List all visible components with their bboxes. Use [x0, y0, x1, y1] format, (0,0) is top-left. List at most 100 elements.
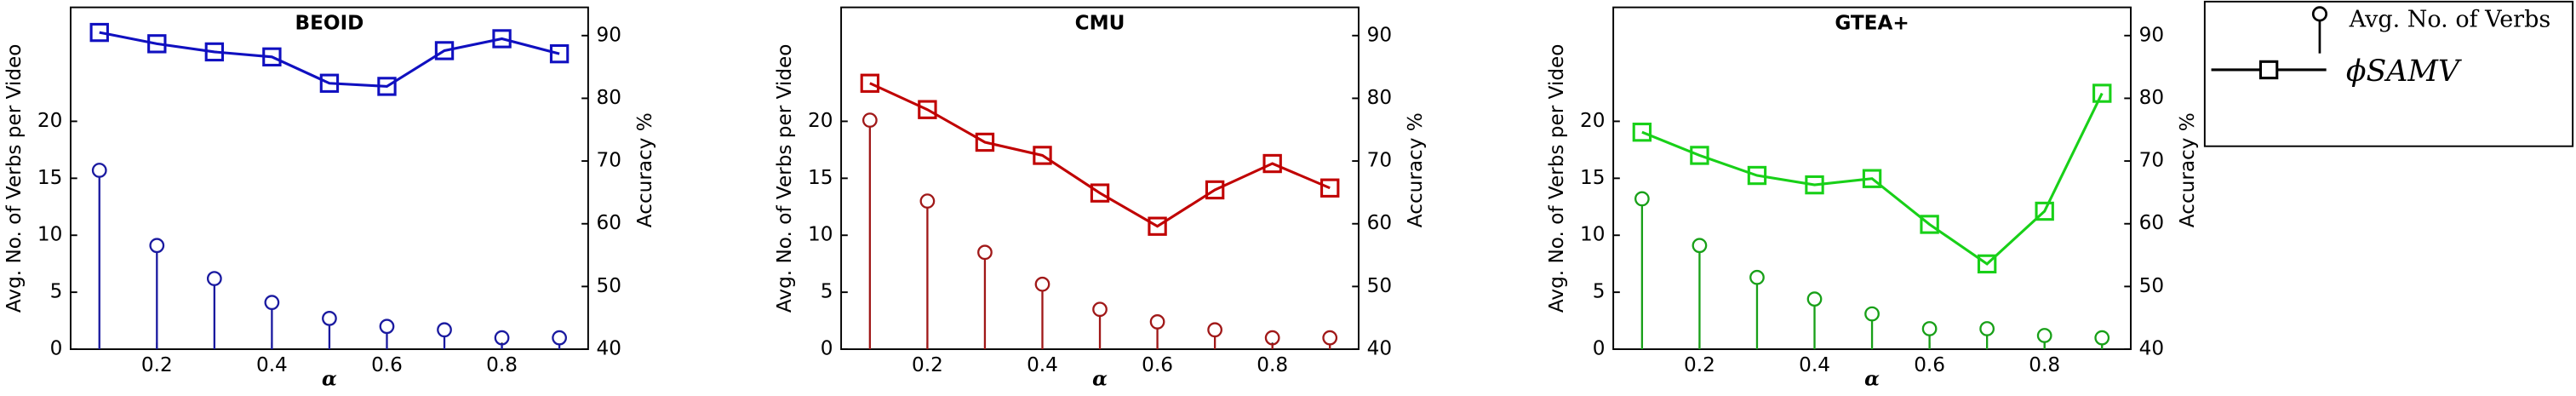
y-axis-label: Avg. No. of Verbs per Video [3, 44, 26, 313]
accuracy-marker [1632, 123, 1652, 142]
stem-marker [1979, 321, 1995, 336]
y-tick-label: 15 [808, 167, 833, 189]
y2-tick-label: 40 [1367, 338, 1392, 360]
stem-marker [1207, 322, 1222, 338]
stem-marker [1149, 314, 1165, 330]
y2-tick-label: 90 [597, 24, 621, 46]
legend-label: ϕSAMV [2346, 55, 2463, 89]
accuracy-marker [2092, 83, 2112, 103]
accuracy-marker [1805, 175, 1824, 195]
stem-marker [1634, 191, 1650, 207]
accuracy-marker [1977, 254, 1997, 274]
accuracy-marker [975, 132, 995, 152]
stem-marker [91, 163, 107, 178]
y2-axis-label: Accuracy % [634, 112, 656, 227]
x-tick-label: 0.8 [1257, 354, 1288, 376]
y-tick-label: 10 [37, 224, 62, 246]
y-tick-label: 5 [821, 281, 833, 303]
chart-title: GTEA+ [1835, 12, 1909, 34]
y-tick-label: 10 [808, 224, 833, 246]
y2-axis-label: Accuracy % [2177, 112, 2199, 227]
accuracy-marker [1262, 153, 1282, 174]
accuracy-marker [89, 22, 109, 43]
stem-marker [379, 319, 395, 335]
stem-marker [264, 295, 280, 311]
y-tick-label: 5 [50, 281, 63, 303]
x-axis-label: α [1092, 368, 1108, 391]
y2-tick-label: 60 [2139, 212, 2164, 234]
stem-marker [552, 330, 567, 346]
stem-marker [919, 193, 936, 209]
accuracy-marker [1090, 183, 1110, 203]
y-tick-label: 20 [1580, 110, 1605, 132]
y-tick-label: 15 [37, 167, 62, 189]
y2-tick-label: 60 [1367, 212, 1392, 234]
y-tick-label: 5 [1593, 281, 1606, 303]
stem-marker [322, 311, 337, 326]
y-tick-label: 15 [1580, 167, 1605, 189]
y-tick-label: 0 [1593, 338, 1606, 360]
stem-marker [1864, 306, 1880, 322]
x-tick-label: 0.8 [2029, 354, 2060, 376]
accuracy-marker [147, 34, 167, 54]
y2-tick-label: 70 [597, 150, 621, 172]
x-tick-label: 0.2 [141, 354, 173, 376]
x-tick-label: 0.2 [912, 354, 943, 376]
accuracy-line [869, 82, 1331, 228]
x-tick-label: 0.6 [1142, 354, 1173, 376]
y2-tick-label: 50 [1367, 275, 1392, 297]
stem-marker [1921, 321, 1938, 336]
y-tick-label: 10 [1580, 224, 1605, 246]
y2-tick-label: 80 [597, 87, 621, 109]
plot-frame [840, 6, 1360, 351]
accuracy-marker [1148, 216, 1167, 236]
stem-marker [1264, 330, 1280, 346]
y-tick-label: 20 [808, 110, 833, 132]
y2-tick-label: 70 [1367, 150, 1392, 172]
chart-title: BEOID [295, 12, 364, 34]
stem-marker [149, 238, 165, 254]
y2-tick-label: 70 [2139, 150, 2164, 172]
accuracy-marker [1747, 165, 1767, 186]
y-axis-label: Avg. No. of Verbs per Video [1546, 44, 1568, 313]
accuracy-marker [2035, 201, 2054, 221]
legend-line-icon [2258, 60, 2279, 80]
accuracy-marker [1690, 146, 1709, 165]
y2-tick-label: 60 [597, 212, 621, 234]
stem-marker [1806, 291, 1823, 307]
stem-marker [437, 322, 452, 338]
stem-marker [862, 112, 878, 128]
accuracy-marker [262, 47, 282, 67]
y2-tick-label: 80 [2139, 87, 2164, 109]
y2-tick-label: 90 [2139, 24, 2164, 46]
plot-frame [70, 6, 589, 351]
y2-tick-label: 80 [1367, 87, 1392, 109]
chart-title: CMU [1075, 12, 1125, 34]
stem-marker [1692, 238, 1708, 254]
accuracy-marker [204, 42, 225, 62]
stem-marker [494, 330, 510, 346]
y2-axis-label: Accuracy % [1405, 112, 1427, 227]
accuracy-marker [549, 43, 570, 64]
accuracy-marker [492, 29, 512, 49]
y-tick-label: 0 [821, 338, 833, 360]
stem-marker [2036, 328, 2052, 343]
x-axis-label: α [322, 368, 337, 391]
y2-tick-label: 40 [597, 338, 621, 360]
x-tick-label: 0.2 [1684, 354, 1715, 376]
stem-marker [2094, 330, 2110, 346]
accuracy-marker [1862, 169, 1882, 188]
accuracy-marker [377, 77, 397, 96]
legend-stem-icon [2311, 6, 2328, 22]
stem-marker [206, 271, 222, 286]
y2-tick-label: 50 [597, 275, 621, 297]
stem-marker [1034, 276, 1050, 292]
legend-label: Avg. No. of Verbs [2349, 7, 2551, 33]
y2-tick-label: 50 [2139, 275, 2164, 297]
accuracy-marker [1920, 215, 1939, 234]
accuracy-marker [1205, 180, 1225, 200]
x-tick-label: 0.4 [1799, 354, 1830, 376]
accuracy-marker [319, 73, 340, 93]
x-tick-label: 0.4 [1027, 354, 1058, 376]
